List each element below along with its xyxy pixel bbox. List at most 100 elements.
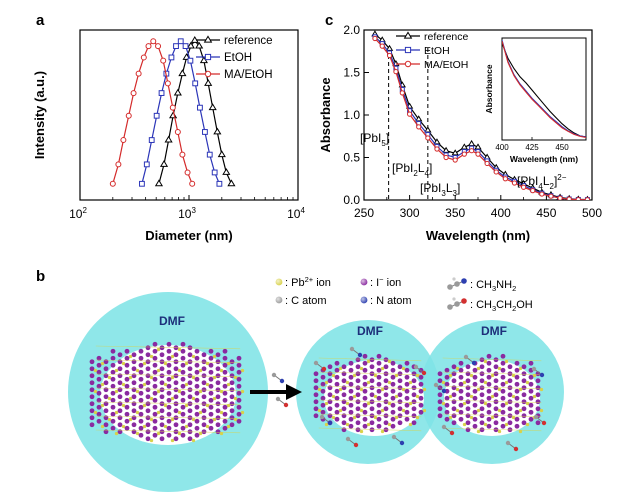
- iodide-atom: [320, 388, 326, 394]
- iodide-atom: [117, 408, 123, 414]
- iodide-atom: [521, 406, 527, 412]
- iodide-atom: [222, 404, 228, 410]
- iodide-atom: [493, 392, 499, 398]
- lead-atom: [476, 387, 481, 392]
- iodide-atom: [110, 362, 116, 368]
- lead-atom: [331, 394, 336, 399]
- iodide-atom: [458, 409, 464, 415]
- iodide-atom: [355, 399, 361, 405]
- panel-a-legend-marker: [204, 70, 212, 78]
- iodide-atom: [500, 409, 506, 415]
- carbon-atom: [391, 434, 397, 440]
- lead-atom: [401, 366, 406, 371]
- iodide-atom: [124, 369, 130, 375]
- iodide-atom: [472, 416, 478, 422]
- iodide-atom: [514, 360, 520, 366]
- lead-atom: [240, 368, 245, 373]
- panel-a-xtick-label: 103: [178, 206, 196, 221]
- iodide-atom: [418, 409, 424, 415]
- iodide-atom: [465, 399, 471, 405]
- panel-a-data-point: [164, 80, 171, 87]
- iodide-atom: [390, 409, 396, 415]
- iodide-atom: [528, 395, 534, 401]
- iodide-atom: [236, 383, 242, 389]
- iodide-atom: [383, 392, 389, 398]
- iodide-atom: [486, 381, 492, 387]
- lead-atom: [455, 408, 460, 413]
- iodide-atom: [500, 353, 506, 359]
- panel-label-b: b: [36, 268, 46, 285]
- iodide-atom: [465, 420, 471, 426]
- molecule-atom: [421, 370, 427, 376]
- iodide-atom: [397, 406, 403, 412]
- iodide-atom: [341, 364, 347, 370]
- iodide-atom: [138, 404, 144, 410]
- iodide-atom: [180, 376, 186, 382]
- iodide-atom: [521, 385, 527, 391]
- iodide-atom: [159, 415, 165, 421]
- iodide-atom: [138, 418, 144, 424]
- lead-atom: [394, 373, 399, 378]
- iodide-atom: [124, 418, 130, 424]
- lead-atom: [408, 422, 413, 427]
- iodide-atom: [131, 422, 137, 428]
- lead-atom: [324, 401, 329, 406]
- iodide-atom: [229, 401, 235, 407]
- iodide-atom: [173, 380, 179, 386]
- lead-atom: [226, 382, 231, 387]
- iodide-atom: [341, 420, 347, 426]
- iodide-atom: [535, 399, 541, 405]
- iodide-atom: [376, 360, 382, 366]
- panel-c-data-point: [566, 196, 572, 200]
- iodide-atom: [390, 388, 396, 394]
- iodide-atom: [131, 394, 137, 400]
- lead-atom: [184, 424, 189, 429]
- iodide-atom: [362, 374, 368, 380]
- iodide-atom: [472, 409, 478, 415]
- panel-a-legend-marker: [203, 35, 213, 43]
- carbon-atom: [275, 396, 281, 402]
- carbon-atom: [433, 382, 439, 388]
- iodide-atom: [131, 366, 137, 372]
- panel-a-data-point: [217, 150, 226, 158]
- iodide-atom: [180, 411, 186, 417]
- iodide-atom: [528, 402, 534, 408]
- iodide-atom: [152, 383, 158, 389]
- iodide-atom: [145, 373, 151, 379]
- iodide-atom: [376, 374, 382, 380]
- iodide-atom: [194, 397, 200, 403]
- iodide-atom: [451, 378, 457, 384]
- lead-atom: [525, 422, 530, 427]
- iodide-atom: [479, 413, 485, 419]
- iodide-atom: [479, 392, 485, 398]
- iodide-atom: [397, 364, 403, 370]
- iodide-atom: [355, 413, 361, 419]
- legend-nitrogen-label: : N atom: [370, 295, 412, 307]
- panel-c-legend-label: MA/EtOH: [424, 59, 468, 71]
- iodide-atom: [152, 390, 158, 396]
- nitrogen-legend-icon-shine: [360, 296, 368, 304]
- carbon-legend-icon-shine: [275, 296, 283, 304]
- panel-a-data-point: [135, 70, 142, 77]
- lead-atom: [331, 373, 336, 378]
- iodide-atom: [124, 404, 130, 410]
- lead-atom: [191, 375, 196, 380]
- iodide-atom: [437, 399, 443, 405]
- iodide-atom: [187, 380, 193, 386]
- iodide-atom: [236, 397, 242, 403]
- panel-a-data-point: [206, 151, 213, 158]
- iodide-atom: [208, 362, 214, 368]
- iodide-atom: [397, 399, 403, 405]
- iodide-atom: [180, 369, 186, 375]
- panel-a-data-point: [148, 137, 155, 143]
- iodide-atom: [138, 383, 144, 389]
- lead-atom: [121, 382, 126, 387]
- carbon-atom: [345, 436, 351, 442]
- iodide-atom: [103, 401, 109, 407]
- lead-atom: [93, 368, 98, 373]
- iodide-atom: [152, 418, 158, 424]
- lattice-bond: [95, 345, 241, 350]
- lead-atom: [198, 389, 203, 394]
- lead-atom: [163, 382, 168, 387]
- lead-atom: [476, 408, 481, 413]
